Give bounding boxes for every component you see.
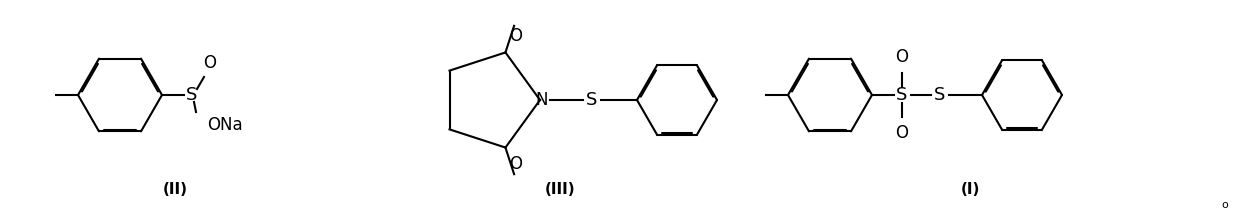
Text: o: o — [1222, 200, 1228, 210]
Text: (III): (III) — [545, 183, 576, 197]
Text: O: O — [510, 27, 522, 45]
Text: S: S — [587, 91, 598, 109]
Text: (II): (II) — [162, 183, 187, 197]
Text: O: O — [510, 155, 522, 173]
Text: S: S — [186, 86, 198, 104]
Text: O: O — [895, 48, 909, 66]
Text: O: O — [895, 124, 909, 142]
Text: S: S — [896, 86, 907, 104]
Text: S: S — [935, 86, 946, 104]
Text: (I): (I) — [961, 183, 979, 197]
Text: ONa: ONa — [207, 116, 243, 134]
Text: O: O — [203, 54, 217, 72]
Text: N: N — [536, 91, 548, 109]
